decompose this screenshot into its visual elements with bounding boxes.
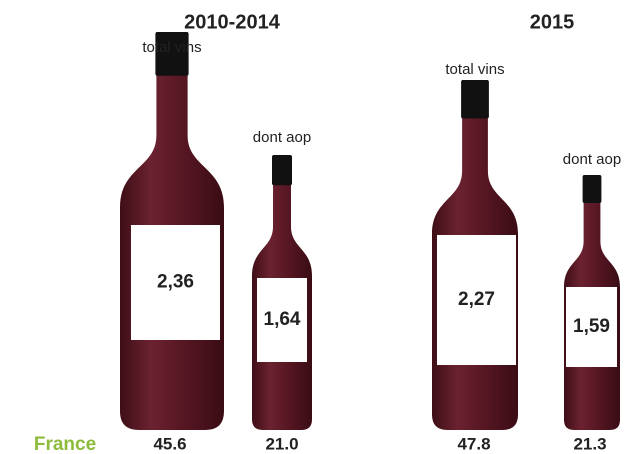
row-label: France <box>34 434 96 454</box>
bottle-caption: total vins <box>142 39 201 56</box>
bottle-cap <box>582 175 602 204</box>
bottle-cap <box>461 80 489 119</box>
bottle-cap <box>272 155 292 186</box>
bottle-caption: dont aop <box>253 129 311 146</box>
bottle-value: 1,64 <box>264 309 301 330</box>
bottle-value: 1,59 <box>573 316 610 337</box>
bottom-value: 21.0 <box>265 434 298 453</box>
bottle-value: 2,36 <box>157 272 194 293</box>
bottle-caption: total vins <box>445 61 504 78</box>
bottle-label <box>566 287 617 367</box>
bottom-value: 45.6 <box>153 434 186 453</box>
bottom-value: 47.8 <box>457 434 490 453</box>
bottom-value: 21.3 <box>573 434 606 453</box>
group-title: 2015 <box>530 11 575 33</box>
bottle-caption: dont aop <box>563 151 621 168</box>
bottle-label <box>131 225 220 340</box>
bottle-label <box>257 278 307 362</box>
bottle-value: 2,27 <box>458 289 495 310</box>
bottle-label <box>437 235 516 365</box>
bottle-cap <box>155 32 189 76</box>
group-title: 2010-2014 <box>184 11 281 33</box>
